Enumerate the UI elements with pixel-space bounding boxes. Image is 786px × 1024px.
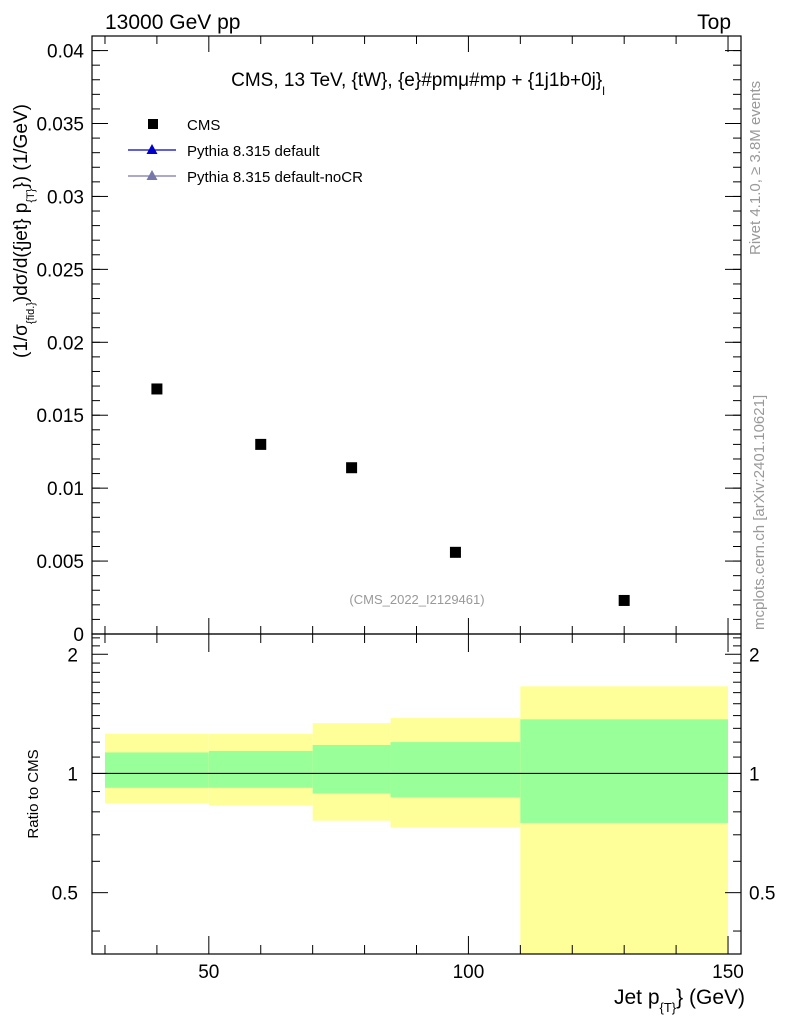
legend-marker-pythia-nocr [146, 170, 158, 180]
main-y-tick-label: 0.02 [47, 333, 84, 354]
cms-data-point [151, 383, 163, 395]
ratio-y-axis-label: Ratio to CMS [25, 749, 42, 838]
ratio-inner-band [312, 744, 391, 794]
legend-marker-cms [148, 119, 158, 129]
rivet-version-label: Rivet 4.1.0, ≥ 3.8M events [747, 81, 764, 255]
ratio-inner-band [390, 742, 521, 798]
main-y-tick-label: 0.03 [47, 187, 84, 208]
legend: CMS Pythia 8.315 default Pythia 8.315 de… [128, 117, 363, 186]
cms-data-point [449, 546, 461, 558]
legend-label-cms: CMS [187, 117, 220, 134]
ratio-inner-band [104, 752, 209, 788]
main-y-tick-label: 0.005 [36, 552, 84, 573]
cms-data-point [618, 594, 630, 606]
main-title: CMS, 13 TeV, {tW}, {e}#pmμ#mp + {1j1b+0j… [231, 70, 605, 98]
main-title-subscript: l [602, 84, 605, 98]
main-y-tick-label: 0.035 [36, 115, 84, 136]
cms-data-point [346, 462, 358, 474]
x-tick-label: 50 [198, 962, 219, 983]
mcplots-label: mcplots.cern.ch [arXiv:2401.10621] [751, 395, 768, 630]
header-right: Top [697, 11, 731, 34]
ratio-y-tick-label: 1 [67, 764, 78, 785]
legend-marker-pythia-default [146, 144, 158, 154]
legend-label-pythia-nocr: Pythia 8.315 default-noCR [187, 169, 363, 186]
main-y-axis-label: (1/σ{fid.})dσ/d({jet} p{T}}) (1/GeV) [11, 104, 37, 358]
main-y-tick-label: 0.04 [47, 42, 84, 63]
main-y-tick-label: 0.015 [36, 406, 84, 427]
ratio-inner-band [208, 750, 313, 788]
x-axis-label: Jet p{T}} (GeV) [614, 986, 745, 1015]
legend-label-pythia-default: Pythia 8.315 default [187, 143, 320, 160]
main-panel: CMS, 13 TeV, {tW}, {e}#pmμ#mp + {1j1b+0j… [36, 35, 742, 646]
ratio-y-tick-label: 0.5 [52, 884, 78, 905]
x-tick-label: 150 [712, 962, 744, 983]
watermark: (CMS_2022_I2129461) [349, 592, 484, 607]
header-left: 13000 GeV pp [105, 11, 240, 34]
x-tick-label: 100 [453, 962, 485, 983]
ratio-panel: 0.5 0.5 1 1 2 2 50 100 150 [52, 633, 775, 983]
ratio-y-tick-label-right: 2 [749, 645, 760, 666]
ratio-y-tick-label: 2 [67, 645, 78, 666]
main-y-tick-label: 0.025 [36, 260, 84, 281]
main-y-tick-label: 0.01 [47, 479, 84, 500]
main-y-tick-label: 0 [73, 625, 84, 646]
ratio-y-tick-label-right: 1 [749, 764, 760, 785]
ratio-y-tick-label-right: 0.5 [749, 884, 775, 905]
ratio-inner-band [520, 719, 729, 823]
cms-data-point [255, 438, 267, 450]
